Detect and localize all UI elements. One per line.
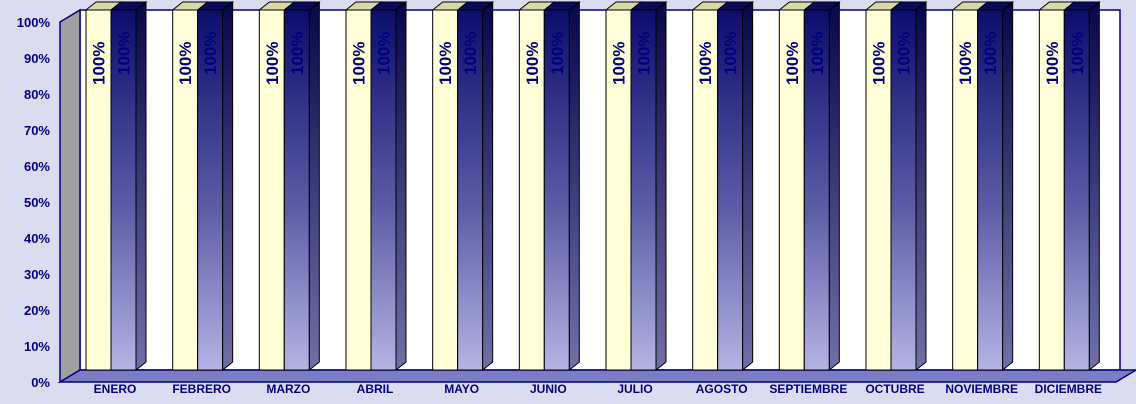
bar-data-label: 100%	[461, 32, 480, 75]
bar-series-2	[890, 9, 917, 371]
bar-data-label: 100%	[350, 42, 369, 85]
bar-series-1	[1038, 9, 1065, 371]
bar-series-1	[85, 9, 112, 371]
y-tick-label: 80%	[24, 87, 50, 102]
y-tick-label: 50%	[24, 195, 50, 210]
y-tick-label: 20%	[24, 303, 50, 318]
bar-side-face	[222, 0, 234, 372]
x-tick-label: FEBRERO	[172, 382, 231, 396]
bar-data-label: 100%	[895, 32, 914, 75]
bar-data-label: 100%	[783, 42, 802, 85]
bar-series-1	[605, 9, 632, 371]
bar-data-label: 100%	[288, 32, 307, 75]
bar-data-label: 100%	[523, 42, 542, 85]
bar-data-label: 100%	[436, 42, 455, 85]
bar-data-label: 100%	[610, 42, 629, 85]
bar-data-label: 100%	[696, 42, 715, 85]
y-tick-label: 30%	[24, 267, 50, 282]
bar-data-label: 100%	[263, 42, 282, 85]
x-tick-label: ABRIL	[357, 382, 394, 396]
x-tick-label: OCTUBRE	[865, 382, 924, 396]
bar-side-face	[828, 0, 840, 372]
bar-side-face	[482, 0, 494, 372]
bar-data-label: 100%	[115, 32, 134, 75]
plot-back-wall	[79, 9, 1121, 371]
y-tick-label: 40%	[24, 231, 50, 246]
bar-series-2	[630, 9, 657, 371]
bar-data-label: 100%	[1068, 32, 1087, 75]
x-tick-label: MARZO	[266, 382, 310, 396]
bar-data-label: 100%	[981, 32, 1000, 75]
bar-side-face	[1002, 0, 1014, 372]
bar-series-1	[778, 9, 805, 371]
x-tick-label: JUNIO	[530, 382, 567, 396]
bar-series-1	[952, 9, 979, 371]
bar-data-label: 100%	[635, 32, 654, 75]
x-tick-label: DICIEMBRE	[1035, 382, 1102, 396]
bar-data-label: 100%	[90, 42, 109, 85]
x-tick-label: JULIO	[617, 382, 652, 396]
y-tick-label: 100%	[17, 15, 51, 30]
x-tick-label: SEPTIEMBRE	[769, 382, 847, 396]
bar-data-label: 100%	[201, 32, 220, 75]
bar-series-1	[258, 9, 285, 371]
bar-data-label: 100%	[375, 32, 394, 75]
bar-series-2	[543, 9, 570, 371]
bar-side-face	[1088, 0, 1100, 372]
y-tick-label: 0%	[31, 375, 50, 390]
bar-series-1	[692, 9, 719, 371]
y-tick-label: 90%	[24, 51, 50, 66]
bar-data-label: 100%	[870, 42, 889, 85]
bar-side-face	[568, 0, 580, 372]
bar-data-label: 100%	[1043, 42, 1062, 85]
bar-series-1	[518, 9, 545, 371]
bar-side-face	[308, 0, 320, 372]
bar-series-2	[717, 9, 744, 371]
bar-series-2	[803, 9, 830, 371]
bar-data-label: 100%	[548, 32, 567, 75]
x-tick-label: ENERO	[94, 382, 137, 396]
plot-side-wall	[59, 8, 81, 384]
y-tick-label: 10%	[24, 339, 50, 354]
bar-side-face	[395, 0, 407, 372]
plot-floor	[57, 369, 1136, 383]
bar-side-face	[655, 0, 667, 372]
bar-series-2	[283, 9, 310, 371]
x-tick-label: AGOSTO	[696, 382, 748, 396]
bar-side-face	[742, 0, 754, 372]
bar-series-2	[197, 9, 224, 371]
x-tick-label: NOVIEMBRE	[945, 382, 1018, 396]
bar-data-label: 100%	[956, 42, 975, 85]
y-tick-label: 70%	[24, 123, 50, 138]
bar-data-label: 100%	[808, 32, 827, 75]
bar-data-label: 100%	[721, 32, 740, 75]
bar-data-label: 100%	[176, 42, 195, 85]
bar-series-2	[1063, 9, 1090, 371]
bar-side-face	[135, 0, 147, 372]
bar-series-1	[345, 9, 372, 371]
y-tick-label: 60%	[24, 159, 50, 174]
bar-series-2	[370, 9, 397, 371]
x-tick-label: MAYO	[444, 382, 479, 396]
bar-side-face	[915, 0, 927, 372]
